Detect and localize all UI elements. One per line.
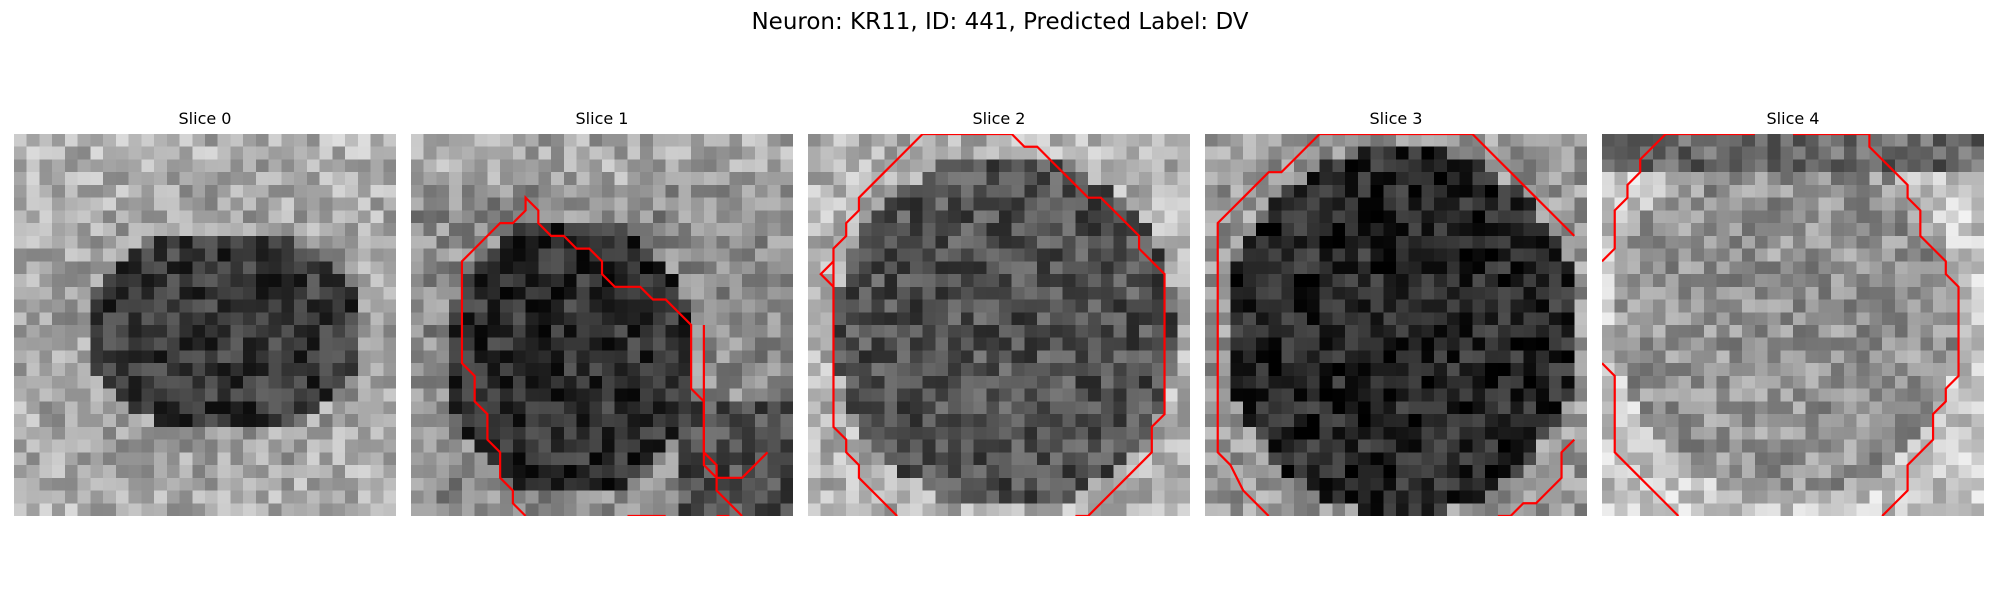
slice-panel-4: Slice 4 bbox=[1602, 108, 1984, 518]
slice-image bbox=[411, 134, 793, 516]
slice-image bbox=[808, 134, 1190, 516]
contour-line bbox=[1498, 440, 1574, 516]
slice-panel-1: Slice 1 bbox=[411, 108, 793, 518]
slice-panel-0: Slice 0 bbox=[14, 108, 396, 518]
contour-overlay bbox=[1602, 134, 1984, 516]
contour-overlay bbox=[808, 134, 1190, 516]
slice-image bbox=[1205, 134, 1587, 516]
contour-overlay bbox=[411, 134, 793, 516]
contour-overlay bbox=[1205, 134, 1587, 516]
slice-panel-3: Slice 3 bbox=[1205, 108, 1587, 518]
slice-title: Slice 0 bbox=[178, 109, 232, 128]
contour-line bbox=[821, 261, 834, 286]
slice-title: Slice 2 bbox=[972, 109, 1026, 128]
contour-line bbox=[1602, 363, 1678, 516]
slice-image bbox=[14, 134, 396, 516]
contour-line bbox=[833, 134, 1164, 516]
slice-title: Slice 4 bbox=[1766, 109, 1820, 128]
contour-line bbox=[1793, 134, 1959, 516]
contour-line bbox=[462, 198, 742, 516]
slice-title: Slice 3 bbox=[1369, 109, 1423, 128]
contour-overlay bbox=[14, 134, 396, 516]
slice-title: Slice 1 bbox=[575, 109, 629, 128]
contour-line bbox=[704, 325, 768, 478]
slice-panel-2: Slice 2 bbox=[808, 108, 1190, 518]
contour-line bbox=[1602, 134, 1755, 261]
figure-title: Neuron: KR11, ID: 441, Predicted Label: … bbox=[751, 9, 1249, 35]
contour-line bbox=[1218, 134, 1575, 516]
